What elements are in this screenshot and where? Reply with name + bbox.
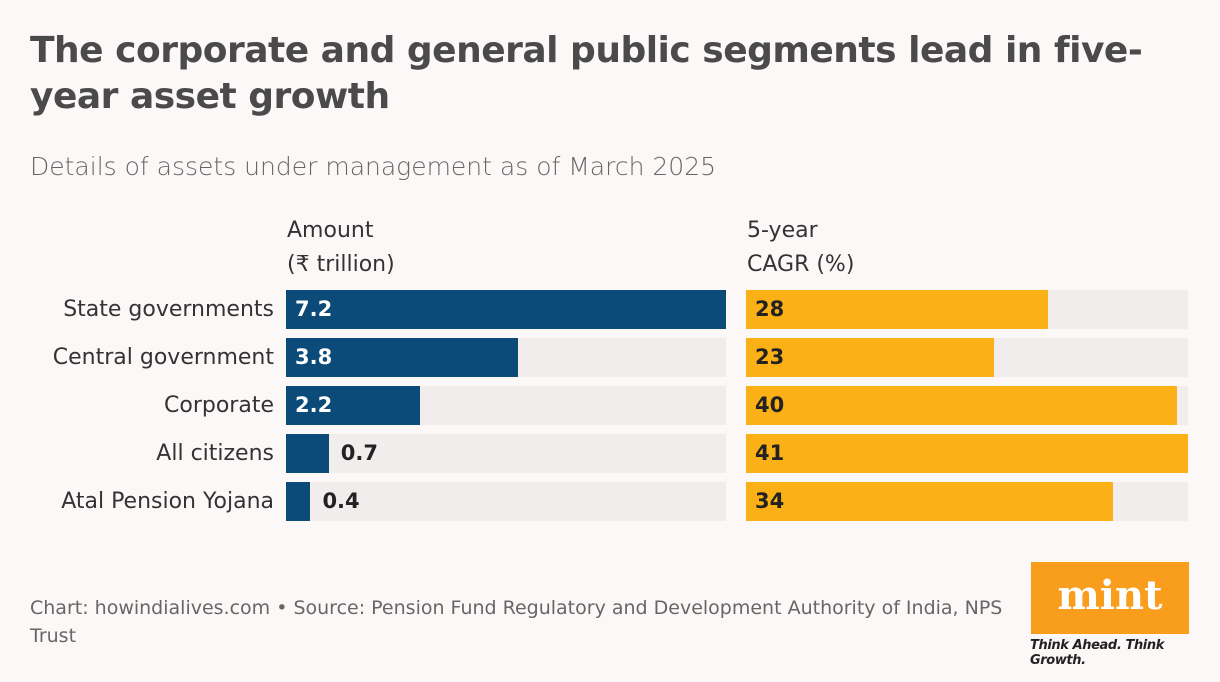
amount-header-line1: Amount (287, 218, 374, 243)
cagr-bar (746, 386, 1178, 425)
amount-header-line2: (₹ trillion) (287, 252, 395, 277)
cagr-header: 5-year CAGR (%) (747, 214, 854, 282)
cagr-bar (746, 434, 1188, 473)
cagr-value-label: 28 (755, 297, 785, 321)
amount-value-label: 7.2 (295, 297, 333, 321)
category-label: Corporate (164, 393, 274, 418)
source-note: Chart: howindialives.com • Source: Pensi… (30, 597, 1003, 647)
cagr-bar (746, 338, 994, 377)
amount-value-label: 0.4 (322, 489, 360, 513)
cagr-header-line1: 5-year (747, 218, 818, 243)
cagr-value-label: 23 (755, 345, 785, 369)
chart-subtitle: Details of assets under management as of… (30, 152, 717, 181)
category-label: All citizens (156, 441, 274, 466)
cagr-value-label: 41 (755, 441, 785, 465)
amount-bar (286, 482, 311, 521)
cagr-bar (746, 482, 1113, 521)
cagr-bar (746, 290, 1048, 329)
logo-tagline: Think Ahead. Think Growth. (1030, 638, 1164, 668)
mint-logo: mint (1031, 562, 1189, 634)
category-label: Central government (52, 345, 274, 370)
cagr-value-label: 40 (755, 393, 785, 417)
amount-bar (286, 386, 421, 425)
amount-bar (286, 290, 726, 329)
amount-bar (286, 338, 519, 377)
amount-track (286, 434, 726, 473)
amount-value-label: 0.7 (340, 441, 378, 465)
amount-track (286, 482, 726, 521)
cagr-value-label: 34 (755, 489, 785, 513)
amount-bar (286, 434, 329, 473)
amount-header: Amount (₹ trillion) (287, 214, 395, 282)
cagr-header-line2: CAGR (%) (747, 252, 855, 277)
category-label: Atal Pension Yojana (61, 489, 274, 514)
amount-value-label: 3.8 (295, 345, 333, 369)
amount-value-label: 2.2 (295, 393, 333, 417)
category-label: State governments (63, 297, 274, 322)
chart-title: The corporate and general public segment… (30, 30, 1143, 117)
